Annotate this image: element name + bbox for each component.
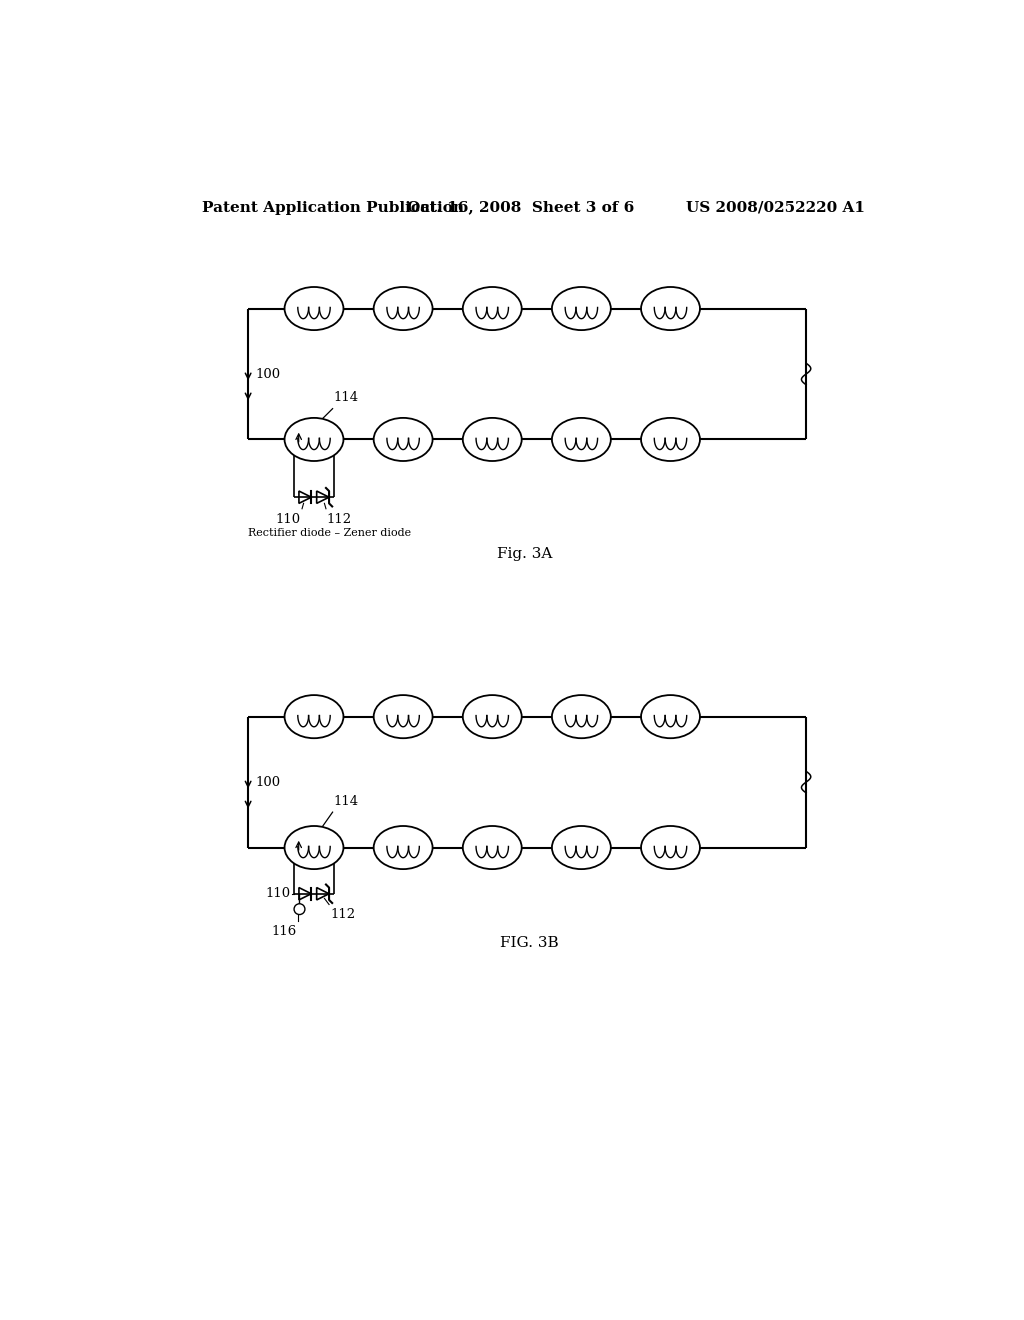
Text: 114: 114 (334, 391, 358, 404)
Ellipse shape (552, 286, 611, 330)
Text: Rectifier diode – Zener diode: Rectifier diode – Zener diode (248, 528, 412, 539)
Ellipse shape (374, 286, 432, 330)
Text: 112: 112 (327, 512, 352, 525)
Ellipse shape (641, 286, 700, 330)
Text: Fig. 3A: Fig. 3A (497, 548, 553, 561)
Ellipse shape (374, 826, 432, 869)
Text: 110: 110 (275, 512, 300, 525)
Text: 100: 100 (256, 776, 281, 789)
Ellipse shape (374, 696, 432, 738)
Ellipse shape (641, 826, 700, 869)
Text: US 2008/0252220 A1: US 2008/0252220 A1 (686, 201, 865, 215)
Ellipse shape (552, 696, 611, 738)
Ellipse shape (285, 286, 343, 330)
Ellipse shape (285, 696, 343, 738)
Ellipse shape (374, 418, 432, 461)
Text: 114: 114 (334, 795, 358, 808)
Text: 110: 110 (265, 887, 291, 900)
Text: FIG. 3B: FIG. 3B (500, 936, 559, 950)
Ellipse shape (552, 418, 611, 461)
Circle shape (294, 904, 305, 915)
Text: 112: 112 (331, 908, 355, 920)
Ellipse shape (463, 418, 521, 461)
Ellipse shape (285, 418, 343, 461)
Ellipse shape (463, 696, 521, 738)
Text: Oct. 16, 2008  Sheet 3 of 6: Oct. 16, 2008 Sheet 3 of 6 (407, 201, 634, 215)
Ellipse shape (641, 418, 700, 461)
Text: Patent Application Publication: Patent Application Publication (203, 201, 465, 215)
Text: 116: 116 (271, 924, 296, 937)
Ellipse shape (285, 826, 343, 869)
Ellipse shape (463, 826, 521, 869)
Text: 100: 100 (256, 368, 281, 381)
Ellipse shape (552, 826, 611, 869)
Ellipse shape (641, 696, 700, 738)
Ellipse shape (463, 286, 521, 330)
